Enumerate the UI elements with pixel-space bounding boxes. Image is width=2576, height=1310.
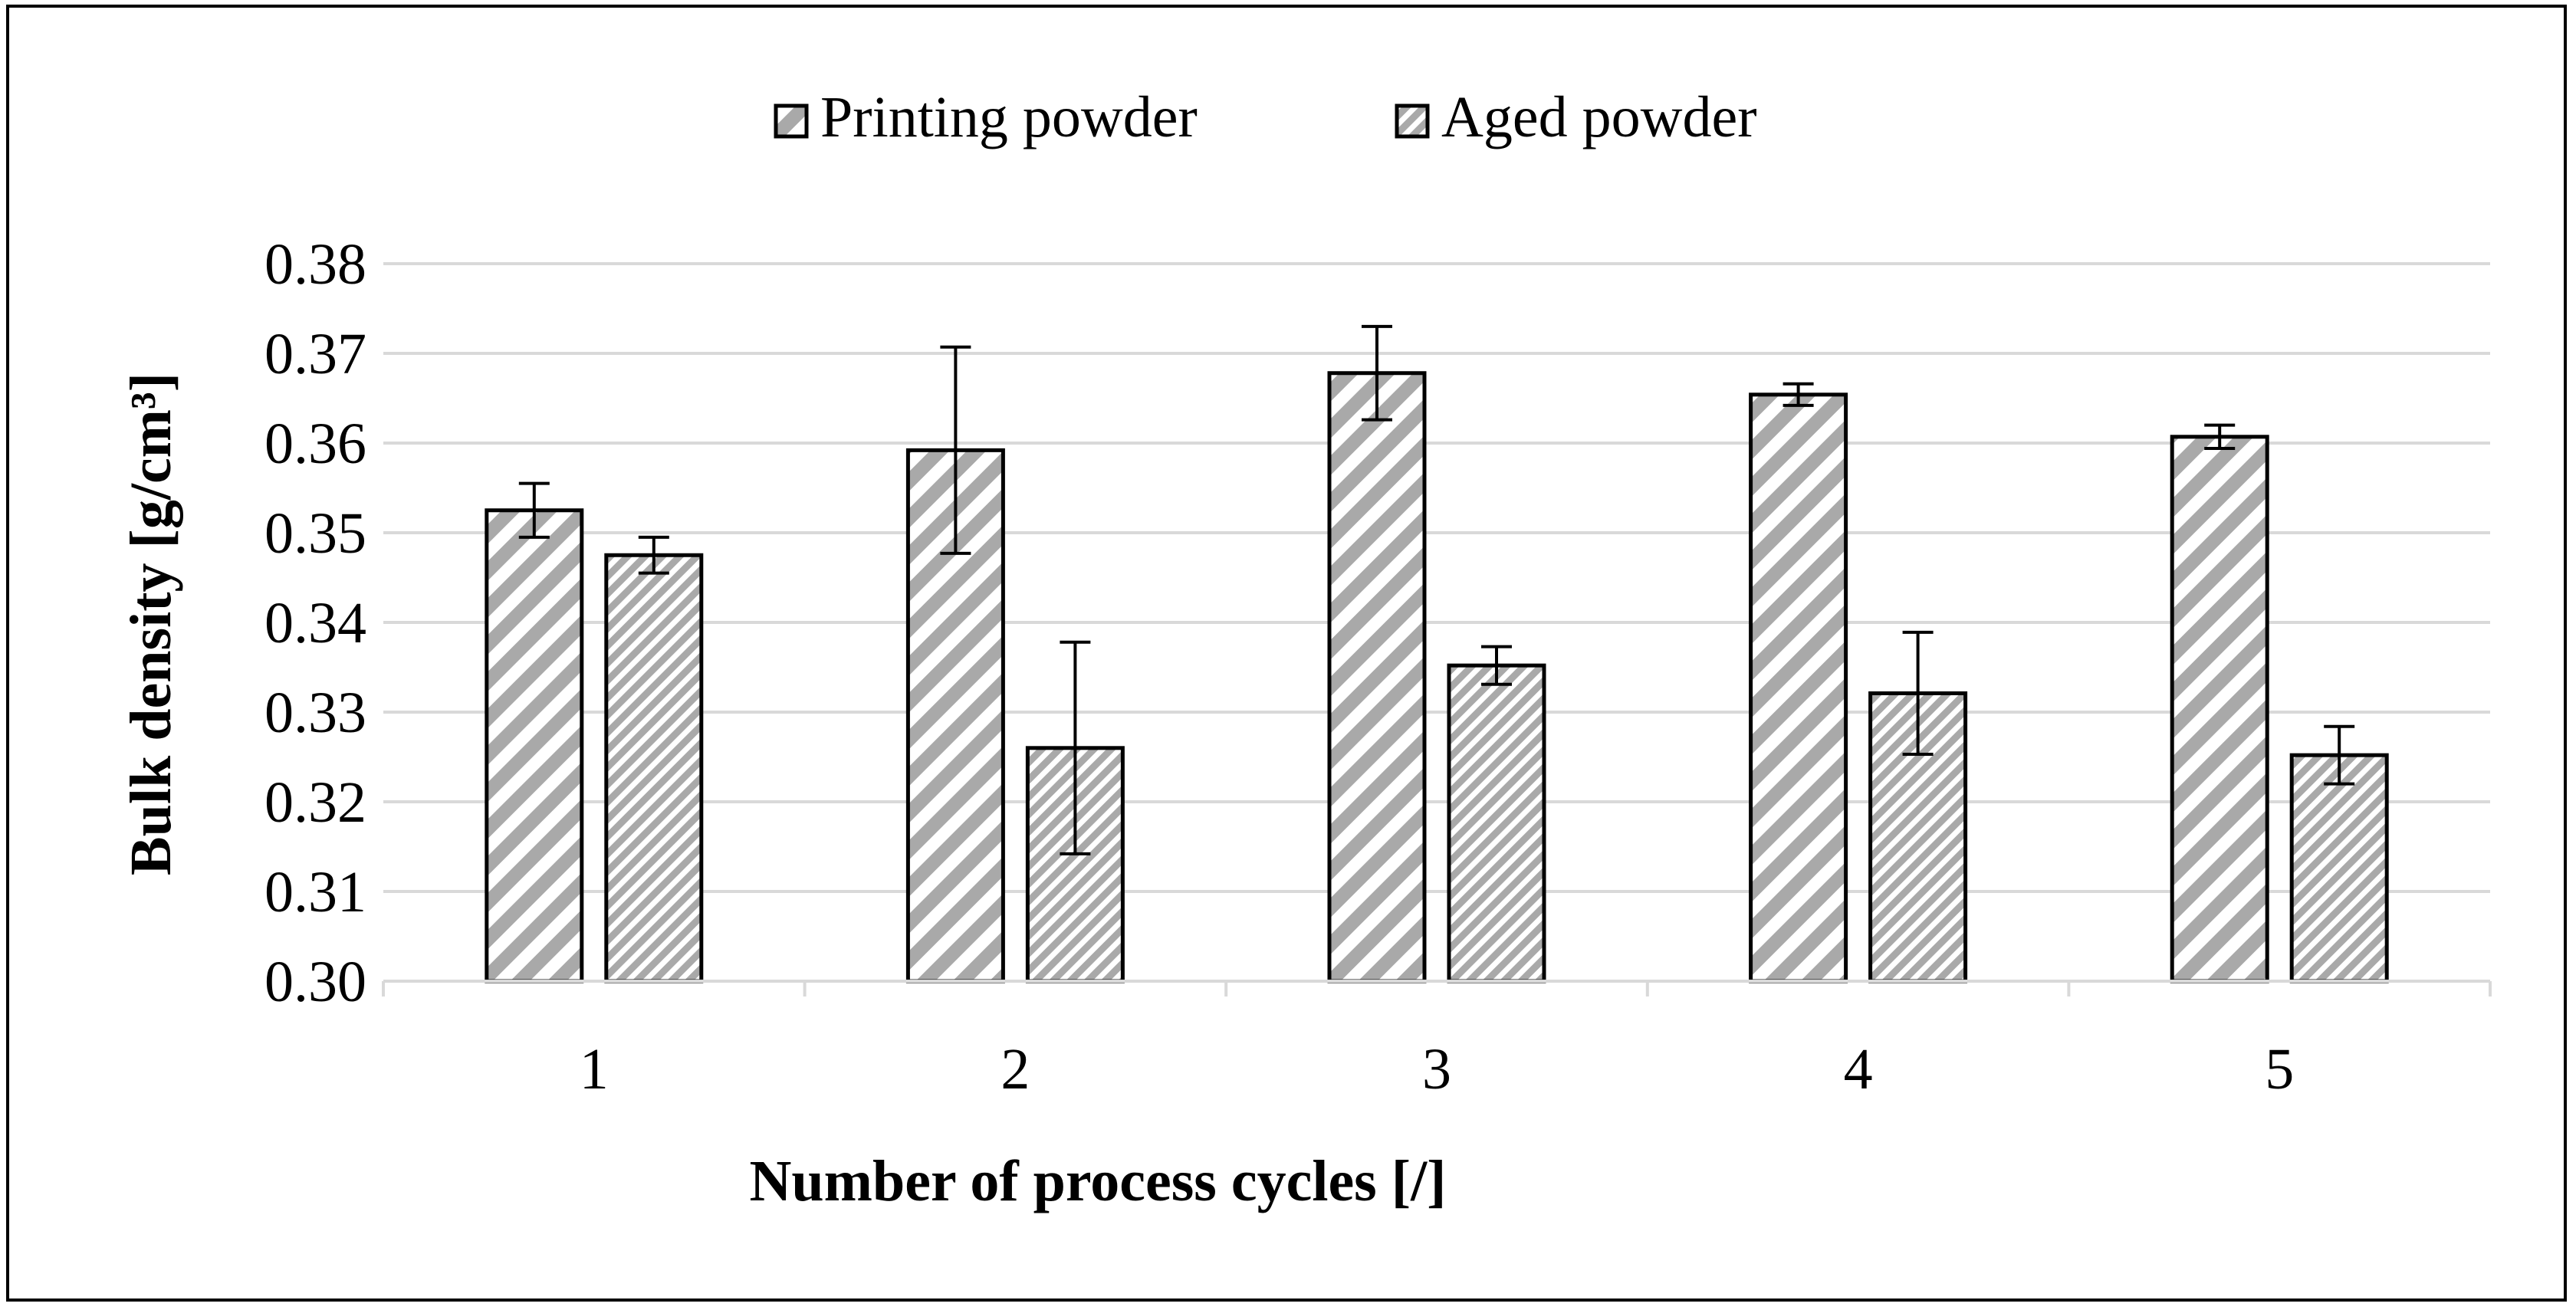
error-bar-aged-powder [1481, 645, 1512, 686]
y-axis-label: Bulk density [g/cm³] [119, 373, 183, 875]
error-bars [518, 324, 2355, 855]
y-axis-ticks: 0.30 0.31 0.32 0.33 0.34 0.35 0.36 0.37 0.38 [264, 232, 366, 1014]
error-bar-aged-powder [1060, 640, 1091, 855]
x-tick-label: 4 [1844, 1037, 1873, 1102]
y-tick-label: 0.38 [264, 232, 366, 297]
x-axis [382, 980, 2492, 996]
x-axis-label: Number of process cycles [/] [750, 1149, 1447, 1213]
bar-printing-powder [2170, 435, 2269, 983]
legend-swatch-printing-powder [774, 103, 809, 139]
error-bar-printing-powder [940, 345, 971, 555]
bar-printing-powder [1327, 371, 1427, 983]
bar-printing-powder [485, 508, 584, 983]
bar-printing-powder [1749, 392, 1848, 983]
bar-aged-powder [604, 553, 704, 983]
y-tick-label: 0.32 [264, 770, 366, 835]
x-tick-label: 5 [2265, 1037, 2294, 1102]
error-bar-printing-powder [518, 481, 550, 539]
x-axis-ticks: 1 2 3 4 5 [580, 1037, 2294, 1102]
error-bar-printing-powder [1783, 382, 1814, 407]
y-tick-label: 0.37 [264, 322, 366, 386]
chart-frame: Printing powder Aged powder 0.30 0.31 0.32… [6, 5, 2567, 1302]
y-tick-label: 0.33 [264, 681, 366, 745]
gridlines [383, 262, 2490, 893]
y-tick-label: 0.35 [264, 501, 366, 566]
legend-swatch-aged-powder [1395, 103, 1430, 139]
legend-item-printing-powder: Printing powder [774, 85, 1198, 149]
y-tick-label: 0.30 [264, 950, 366, 1014]
x-tick-label: 1 [580, 1037, 609, 1102]
legend-label-printing-powder: Printing powder [820, 85, 1198, 149]
bar-aged-powder [1447, 663, 1546, 983]
legend: Printing powder Aged powder [774, 85, 1757, 149]
y-tick-label: 0.36 [264, 412, 366, 476]
error-bar-printing-powder [2204, 423, 2236, 451]
x-tick-label: 2 [1001, 1037, 1030, 1102]
y-tick-label: 0.34 [264, 591, 366, 655]
x-tick-label: 3 [1422, 1037, 1451, 1102]
error-bar-aged-powder [1902, 630, 1934, 756]
bar-chart: Printing powder Aged powder 0.30 0.31 0.32… [119, 85, 2492, 1213]
error-bar-aged-powder [638, 535, 669, 575]
error-bar-aged-powder [2324, 724, 2355, 786]
error-bar-printing-powder [1362, 324, 1392, 422]
legend-label-aged-powder: Aged powder [1441, 85, 1757, 149]
legend-item-aged-powder: Aged powder [1395, 85, 1757, 149]
y-tick-label: 0.31 [264, 860, 366, 924]
bar-aged-powder [2289, 753, 2389, 983]
